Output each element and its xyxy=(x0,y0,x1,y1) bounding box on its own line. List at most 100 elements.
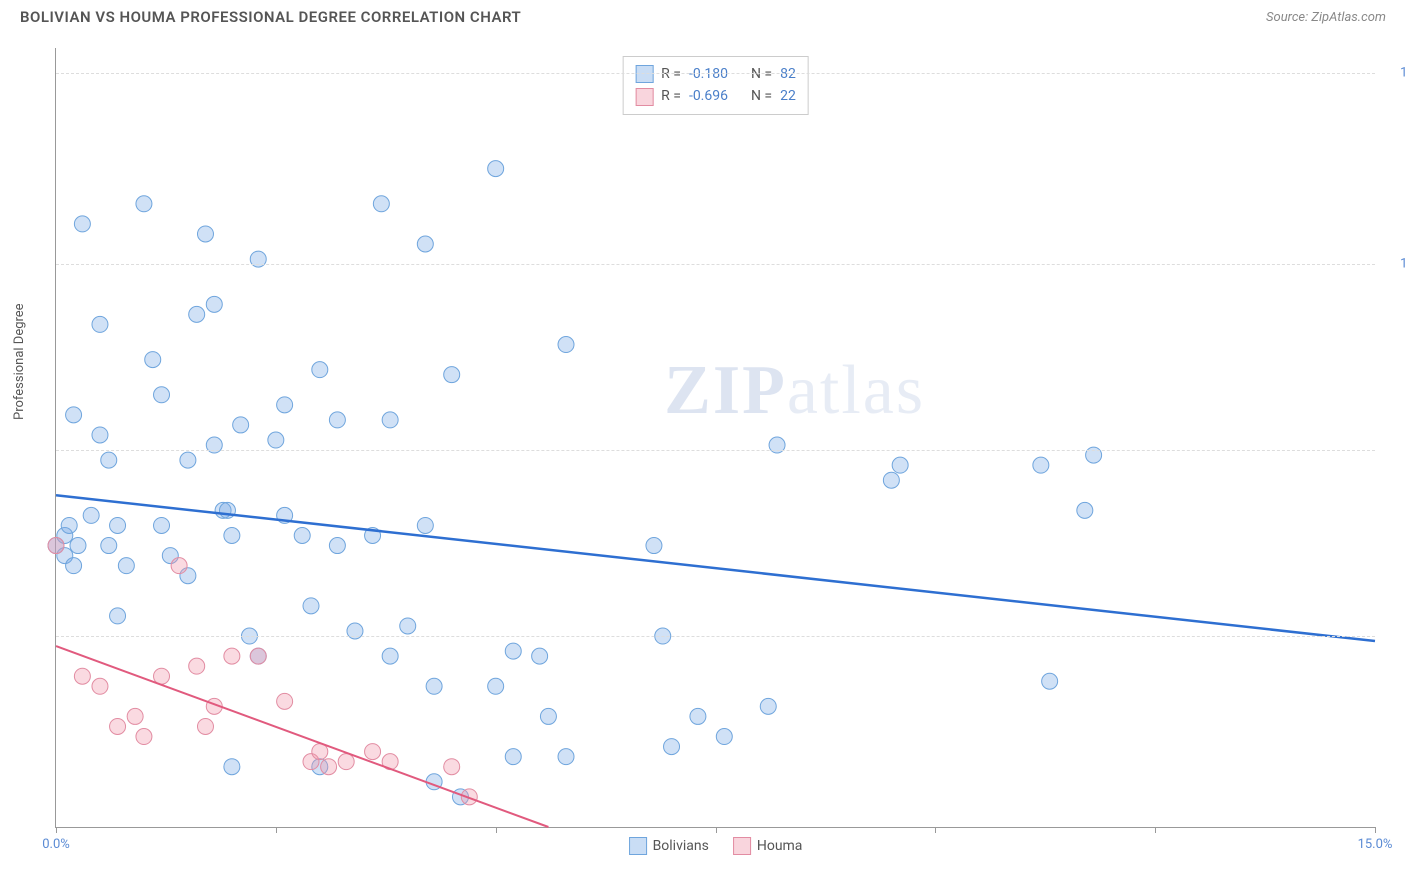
scatter-point xyxy=(154,517,170,533)
scatter-point xyxy=(400,618,416,634)
scatter-point xyxy=(154,387,170,403)
gridline-h xyxy=(56,450,1375,451)
scatter-point xyxy=(224,648,240,664)
scatter-point xyxy=(690,708,706,724)
scatter-point xyxy=(206,296,222,312)
r-label-0: R = xyxy=(661,63,681,85)
scatter-point xyxy=(505,749,521,765)
scatter-point xyxy=(1033,457,1049,473)
y-tick-label: 7.5% xyxy=(1380,443,1406,458)
scatter-point xyxy=(760,698,776,714)
scatter-point xyxy=(110,718,126,734)
x-tick xyxy=(716,827,717,833)
scatter-point xyxy=(373,196,389,212)
scatter-point xyxy=(338,754,354,770)
scatter-point xyxy=(532,648,548,664)
scatter-point xyxy=(277,397,293,413)
scatter-point xyxy=(101,538,117,554)
scatter-point xyxy=(233,417,249,433)
scatter-point xyxy=(74,668,90,684)
chart-svg xyxy=(56,48,1375,827)
scatter-point xyxy=(444,367,460,383)
scatter-point xyxy=(127,708,143,724)
y-tick-label: 15.0% xyxy=(1380,66,1406,81)
scatter-point xyxy=(224,759,240,775)
legend-bottom-swatch-1 xyxy=(733,837,751,855)
scatter-point xyxy=(92,678,108,694)
x-tick-label: 0.0% xyxy=(42,837,70,852)
scatter-point xyxy=(329,538,345,554)
scatter-point xyxy=(382,648,398,664)
scatter-point xyxy=(417,236,433,252)
scatter-point xyxy=(382,412,398,428)
n-label-0: N = xyxy=(751,63,772,85)
x-tick xyxy=(1155,827,1156,833)
n-val-1: 22 xyxy=(780,85,796,107)
legend-top-row-1: R = -0.696 N = 22 xyxy=(635,85,796,107)
scatter-point xyxy=(197,718,213,734)
legend-bottom-item-1: Houma xyxy=(733,837,803,855)
scatter-point xyxy=(268,432,284,448)
scatter-point xyxy=(83,507,99,523)
y-tick-label: 11.2% xyxy=(1380,257,1406,272)
scatter-point xyxy=(61,517,77,533)
gridline-h xyxy=(56,264,1375,265)
scatter-point xyxy=(558,337,574,353)
n-label-1: N = xyxy=(751,85,772,107)
scatter-point xyxy=(70,538,86,554)
scatter-point xyxy=(180,452,196,468)
legend-bottom-swatch-0 xyxy=(629,837,647,855)
gridline-h xyxy=(56,636,1375,637)
scatter-point xyxy=(294,528,310,544)
scatter-point xyxy=(224,528,240,544)
scatter-point xyxy=(417,517,433,533)
scatter-point xyxy=(66,558,82,574)
scatter-point xyxy=(66,407,82,423)
legend-bottom-label-0: Bolivians xyxy=(653,838,709,854)
legend-bottom: Bolivians Houma xyxy=(629,837,803,855)
scatter-point xyxy=(171,558,187,574)
scatter-point xyxy=(540,708,556,724)
scatter-point xyxy=(1077,502,1093,518)
scatter-point xyxy=(329,412,345,428)
x-tick xyxy=(56,827,57,833)
scatter-point xyxy=(505,643,521,659)
legend-bottom-label-1: Houma xyxy=(757,838,803,854)
scatter-point xyxy=(321,759,337,775)
scatter-point xyxy=(716,729,732,745)
trend-line xyxy=(56,646,548,827)
x-tick xyxy=(935,827,936,833)
scatter-point xyxy=(110,517,126,533)
scatter-point xyxy=(136,196,152,212)
y-tick-label: 3.8% xyxy=(1380,629,1406,644)
gridline-h xyxy=(56,73,1375,74)
scatter-point xyxy=(110,608,126,624)
scatter-point xyxy=(118,558,134,574)
chart-title: BOLIVIAN VS HOUMA PROFESSIONAL DEGREE CO… xyxy=(20,8,521,26)
x-tick xyxy=(496,827,497,833)
r-label-1: R = xyxy=(661,85,681,107)
x-tick xyxy=(276,827,277,833)
scatter-point xyxy=(303,598,319,614)
scatter-point xyxy=(197,226,213,242)
scatter-point xyxy=(558,749,574,765)
scatter-point xyxy=(145,352,161,368)
n-val-0: 82 xyxy=(780,63,796,85)
scatter-point xyxy=(92,427,108,443)
header: BOLIVIAN VS HOUMA PROFESSIONAL DEGREE CO… xyxy=(0,0,1406,30)
scatter-point xyxy=(92,316,108,332)
scatter-point xyxy=(189,658,205,674)
legend-top: R = -0.180 N = 82 R = -0.696 N = 22 xyxy=(622,56,809,115)
legend-bottom-item-0: Bolivians xyxy=(629,837,709,855)
scatter-point xyxy=(426,678,442,694)
scatter-point xyxy=(444,759,460,775)
x-tick xyxy=(1375,827,1376,833)
scatter-point xyxy=(250,648,266,664)
scatter-point xyxy=(365,744,381,760)
r-val-0: -0.180 xyxy=(689,63,728,85)
scatter-point xyxy=(488,678,504,694)
legend-top-row-0: R = -0.180 N = 82 xyxy=(635,63,796,85)
scatter-point xyxy=(277,693,293,709)
scatter-point xyxy=(312,362,328,378)
plot-area: ZIPatlas R = -0.180 N = 82 R = -0.696 N … xyxy=(55,48,1375,828)
